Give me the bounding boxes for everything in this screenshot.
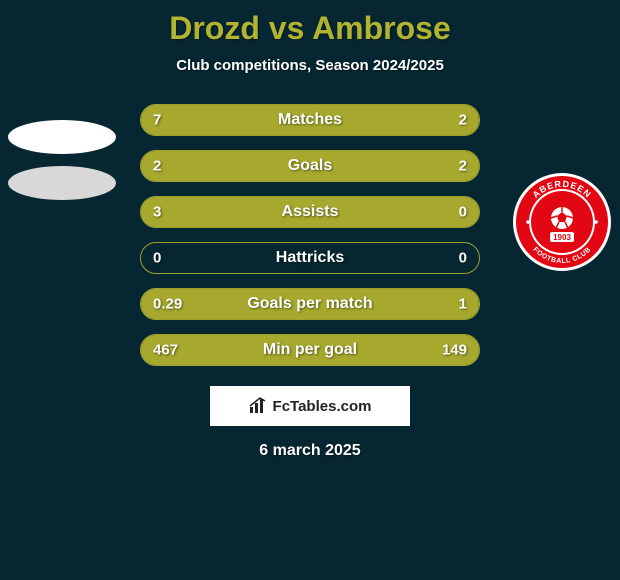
page-subtitle: Club competitions, Season 2024/2025: [0, 57, 620, 74]
stat-bar: 2 2 Goals: [140, 150, 480, 182]
attribution-text: FcTables.com: [273, 398, 372, 415]
bar-left-value: 0: [153, 250, 161, 267]
bar-right-fill: [401, 105, 479, 135]
bar-left-value: 3: [153, 204, 161, 221]
bar-left-value: 7: [153, 112, 161, 129]
bar-label: Assists: [282, 203, 339, 221]
left-team-logo: [8, 120, 116, 200]
stat-bar: 3 0 Assists: [140, 196, 480, 228]
bar-right-value: 0: [459, 250, 467, 267]
placeholder-ellipse-icon: [8, 166, 116, 200]
bar-label: Min per goal: [263, 341, 357, 359]
bar-left-value: 0.29: [153, 296, 182, 313]
bar-right-fill: [310, 151, 479, 181]
placeholder-ellipse-icon: [8, 120, 116, 154]
stat-bar: 467 149 Min per goal: [140, 334, 480, 366]
attribution-badge: FcTables.com: [210, 386, 410, 426]
right-team-logo: ABERDEEN FOOTBALL CLUB 1903: [512, 172, 612, 272]
bar-right-value: 1: [459, 296, 467, 313]
comparison-bars: 7 2 Matches 2 2 Goals 3 0 Assists 0 0 Hattricks 0.29…: [140, 104, 480, 366]
bar-left-fill: [141, 105, 401, 135]
bar-right-value: 2: [459, 112, 467, 129]
bar-left-fill: [141, 151, 310, 181]
page-title: Drozd vs Ambrose: [0, 0, 620, 47]
bar-label: Matches: [278, 111, 342, 129]
bar-right-value: 2: [459, 158, 467, 175]
bar-left-value: 2: [153, 158, 161, 175]
stat-bar: 0.29 1 Goals per match: [140, 288, 480, 320]
bar-label: Hattricks: [276, 249, 344, 267]
bar-left-value: 467: [153, 342, 178, 359]
stat-bar: 7 2 Matches: [140, 104, 480, 136]
bar-label: Goals per match: [247, 295, 372, 313]
svg-text:1903: 1903: [553, 233, 571, 242]
bar-label: Goals: [288, 157, 332, 175]
date-text: 6 march 2025: [0, 442, 620, 460]
chart-icon: [249, 397, 267, 415]
stat-bar: 0 0 Hattricks: [140, 242, 480, 274]
bar-right-value: 0: [459, 204, 467, 221]
aberdeen-crest-icon: ABERDEEN FOOTBALL CLUB 1903: [512, 172, 612, 272]
bar-right-value: 149: [442, 342, 467, 359]
